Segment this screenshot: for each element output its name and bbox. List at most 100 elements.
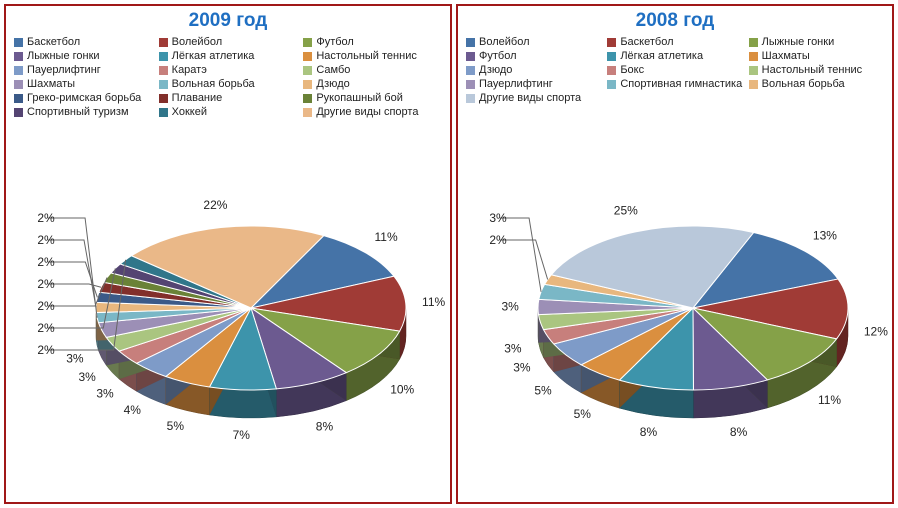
pct-label: 2% bbox=[37, 233, 55, 247]
pie-svg: 13%12%11%8%8%5%5%3%3%3%3%2%25% bbox=[458, 198, 892, 498]
legend-label: Волейбол bbox=[172, 36, 223, 48]
legend-item: Баскетбол bbox=[607, 36, 742, 48]
pct-label: 3% bbox=[513, 360, 531, 374]
legend-label: Рукопашный бой bbox=[316, 92, 403, 104]
legend-swatch bbox=[303, 94, 312, 103]
legend-item: Плавание bbox=[159, 92, 298, 104]
pct-label: 11% bbox=[375, 230, 398, 244]
legend-item: Футбол bbox=[466, 50, 601, 62]
legend-item: Пауерлифтинг bbox=[14, 64, 153, 76]
legend-item: Волейбол bbox=[159, 36, 298, 48]
legend-item: Другие виды спорта bbox=[303, 106, 442, 118]
legend-item: Другие виды спорта bbox=[466, 92, 601, 104]
legend-item: Лёгкая атлетика bbox=[159, 50, 298, 62]
pct-label: 3% bbox=[489, 211, 507, 225]
pct-label: 3% bbox=[501, 300, 519, 314]
pct-label: 13% bbox=[813, 228, 837, 242]
pct-label: 3% bbox=[66, 352, 84, 366]
legend-label: Греко-римская борьба bbox=[27, 92, 141, 104]
legend-label: Пауерлифтинг bbox=[27, 64, 101, 76]
legend-swatch bbox=[159, 38, 168, 47]
legend-swatch bbox=[159, 108, 168, 117]
legend-item: Лёгкая атлетика bbox=[607, 50, 742, 62]
legend-swatch bbox=[607, 52, 616, 61]
legend-item: Шахматы bbox=[14, 78, 153, 90]
legend-label: Вольная борьба bbox=[762, 78, 845, 90]
pct-label: 3% bbox=[504, 342, 522, 356]
legend-swatch bbox=[14, 38, 23, 47]
pct-label: 2% bbox=[37, 211, 55, 225]
legend-swatch bbox=[466, 80, 475, 89]
title-2008: 2008 год bbox=[466, 10, 884, 32]
pct-label: 2% bbox=[37, 255, 55, 269]
legend-item: Спортивный туризм bbox=[14, 106, 153, 118]
legend-swatch bbox=[303, 52, 312, 61]
legend-item: Баскетбол bbox=[14, 36, 153, 48]
leader-line bbox=[500, 218, 541, 292]
legend-item: Настольный теннис bbox=[303, 50, 442, 62]
legend-item: Футбол bbox=[303, 36, 442, 48]
legend-swatch bbox=[607, 66, 616, 75]
legend-swatch bbox=[466, 94, 475, 103]
legend-label: Лыжные гонки bbox=[762, 36, 835, 48]
pct-label: 2% bbox=[37, 321, 55, 335]
legend-item: Настольный теннис bbox=[749, 64, 884, 76]
pct-label: 4% bbox=[124, 403, 142, 417]
legend-swatch bbox=[749, 38, 758, 47]
pie-svg: 11%11%10%8%7%5%4%3%3%3%2%2%2%2%2%2%2%22% bbox=[6, 198, 450, 498]
legend-item: Лыжные гонки bbox=[14, 50, 153, 62]
legend-swatch bbox=[14, 108, 23, 117]
legend-swatch bbox=[607, 80, 616, 89]
leader-line bbox=[48, 218, 97, 318]
pct-label: 11% bbox=[422, 295, 445, 309]
legend-swatch bbox=[303, 108, 312, 117]
legend-item: Каратэ bbox=[159, 64, 298, 76]
pct-label: 22% bbox=[203, 198, 227, 212]
legend-item: Пауерлифтинг bbox=[466, 78, 601, 90]
legend-label: Хоккей bbox=[172, 106, 207, 118]
pct-label: 11% bbox=[818, 393, 841, 407]
legend-label: Лёгкая атлетика bbox=[620, 50, 703, 62]
legend-item: Хоккей bbox=[159, 106, 298, 118]
legend-label: Дзюдо bbox=[316, 78, 349, 90]
legend-swatch bbox=[303, 38, 312, 47]
legend-item: Вольная борьба bbox=[749, 78, 884, 90]
title-2009: 2009 год bbox=[14, 10, 442, 32]
panel-2009: 2009 год Баскетбол Волейбол Футбол Лыжные г… bbox=[4, 4, 452, 504]
panel-2008: 2008 год Волейбол Баскетбол Лыжные гонки Фу… bbox=[456, 4, 894, 504]
legend-label: Бокс bbox=[620, 64, 644, 76]
legend-swatch bbox=[14, 66, 23, 75]
legend-label: Шахматы bbox=[27, 78, 75, 90]
legend-item: Бокс bbox=[607, 64, 742, 76]
legend-swatch bbox=[159, 52, 168, 61]
legend-item: Вольная борьба bbox=[159, 78, 298, 90]
legend-label: Волейбол bbox=[479, 36, 530, 48]
legend-swatch bbox=[466, 38, 475, 47]
legend-swatch bbox=[303, 80, 312, 89]
legend-label: Настольный теннис bbox=[762, 64, 863, 76]
chart-2009: 11%11%10%8%7%5%4%3%3%3%2%2%2%2%2%2%2%22% bbox=[6, 198, 450, 498]
legend-label: Баскетбол bbox=[620, 36, 673, 48]
pct-label: 2% bbox=[489, 233, 507, 247]
legend-2009: Баскетбол Волейбол Футбол Лыжные гонки Лёгка… bbox=[14, 36, 442, 118]
legend-swatch bbox=[607, 38, 616, 47]
legend-label: Дзюдо bbox=[479, 64, 512, 76]
pct-label: 12% bbox=[864, 325, 888, 339]
pct-label: 8% bbox=[316, 420, 334, 434]
pct-label: 3% bbox=[96, 387, 114, 401]
legend-item: Рукопашный бой bbox=[303, 92, 442, 104]
legend-label: Лыжные гонки bbox=[27, 50, 100, 62]
pct-label: 3% bbox=[78, 370, 96, 384]
pct-label: 2% bbox=[37, 277, 55, 291]
legend-swatch bbox=[749, 66, 758, 75]
legend-label: Футбол bbox=[316, 36, 354, 48]
pct-label: 10% bbox=[390, 382, 414, 396]
legend-swatch bbox=[159, 80, 168, 89]
legend-label: Баскетбол bbox=[27, 36, 80, 48]
legend-item: Спортивная гимнастика bbox=[607, 78, 742, 90]
legend-item: Дзюдо bbox=[303, 78, 442, 90]
pct-label: 5% bbox=[534, 383, 552, 397]
legend-item: Шахматы bbox=[749, 50, 884, 62]
legend-label: Шахматы bbox=[762, 50, 810, 62]
legend-swatch bbox=[159, 66, 168, 75]
